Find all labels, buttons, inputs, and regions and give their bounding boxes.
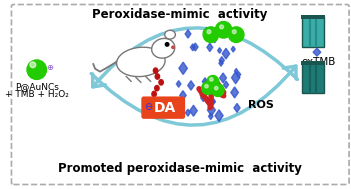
Polygon shape (220, 73, 226, 83)
Polygon shape (215, 110, 223, 122)
Circle shape (30, 62, 36, 68)
Polygon shape (209, 97, 215, 106)
Polygon shape (207, 43, 213, 52)
Polygon shape (179, 62, 187, 74)
Ellipse shape (155, 74, 160, 79)
FancyBboxPatch shape (302, 16, 324, 47)
FancyBboxPatch shape (302, 62, 324, 93)
Text: ⊕: ⊕ (46, 63, 53, 72)
Ellipse shape (117, 47, 165, 77)
Polygon shape (193, 43, 198, 51)
Text: P@AuNCs: P@AuNCs (15, 82, 59, 91)
Circle shape (27, 60, 46, 79)
Circle shape (202, 82, 214, 94)
Circle shape (232, 30, 236, 34)
Circle shape (211, 84, 224, 96)
Polygon shape (234, 103, 240, 112)
Circle shape (214, 86, 218, 90)
Text: ⊖: ⊖ (145, 102, 153, 112)
Polygon shape (208, 113, 213, 120)
Polygon shape (176, 81, 181, 87)
Circle shape (210, 78, 213, 81)
Polygon shape (201, 94, 206, 102)
Text: ROS: ROS (247, 100, 273, 110)
Circle shape (205, 84, 208, 88)
Circle shape (229, 27, 244, 43)
FancyArrowPatch shape (93, 28, 297, 87)
Polygon shape (178, 109, 185, 118)
Ellipse shape (159, 80, 163, 85)
Text: + TMB + H₂O₂: + TMB + H₂O₂ (5, 90, 69, 99)
Polygon shape (203, 27, 210, 36)
Circle shape (207, 30, 211, 34)
Polygon shape (204, 80, 209, 87)
Polygon shape (186, 109, 190, 116)
Text: Peroxidase-mimic  activity: Peroxidase-mimic activity (92, 8, 267, 21)
Circle shape (207, 76, 219, 87)
Ellipse shape (165, 30, 176, 39)
Polygon shape (210, 98, 215, 106)
FancyArrowPatch shape (91, 66, 296, 125)
Polygon shape (190, 105, 197, 116)
Polygon shape (222, 48, 230, 59)
Polygon shape (213, 38, 216, 43)
Polygon shape (232, 72, 240, 84)
Circle shape (172, 46, 174, 49)
Polygon shape (209, 33, 213, 39)
Circle shape (203, 27, 219, 43)
Polygon shape (313, 48, 321, 56)
Circle shape (215, 22, 232, 38)
Polygon shape (188, 81, 194, 90)
Polygon shape (218, 48, 221, 53)
Text: oxTMB: oxTMB (302, 57, 336, 67)
Ellipse shape (153, 68, 158, 73)
Polygon shape (190, 44, 195, 51)
Polygon shape (219, 60, 223, 66)
Polygon shape (231, 87, 238, 98)
Polygon shape (219, 57, 224, 64)
Polygon shape (224, 81, 229, 88)
Ellipse shape (155, 85, 159, 91)
Polygon shape (180, 91, 186, 100)
Text: DA: DA (154, 101, 176, 115)
Polygon shape (237, 72, 241, 77)
Polygon shape (185, 30, 191, 38)
Polygon shape (231, 46, 235, 52)
Polygon shape (234, 68, 238, 74)
Ellipse shape (152, 38, 175, 58)
Text: Promoted peroxidase-mimic  activity: Promoted peroxidase-mimic activity (58, 162, 302, 175)
FancyBboxPatch shape (302, 15, 325, 19)
Circle shape (165, 43, 169, 46)
Polygon shape (207, 104, 216, 116)
Ellipse shape (152, 91, 156, 97)
Polygon shape (202, 78, 208, 85)
FancyBboxPatch shape (141, 96, 185, 119)
FancyBboxPatch shape (302, 61, 325, 65)
Circle shape (220, 25, 224, 29)
